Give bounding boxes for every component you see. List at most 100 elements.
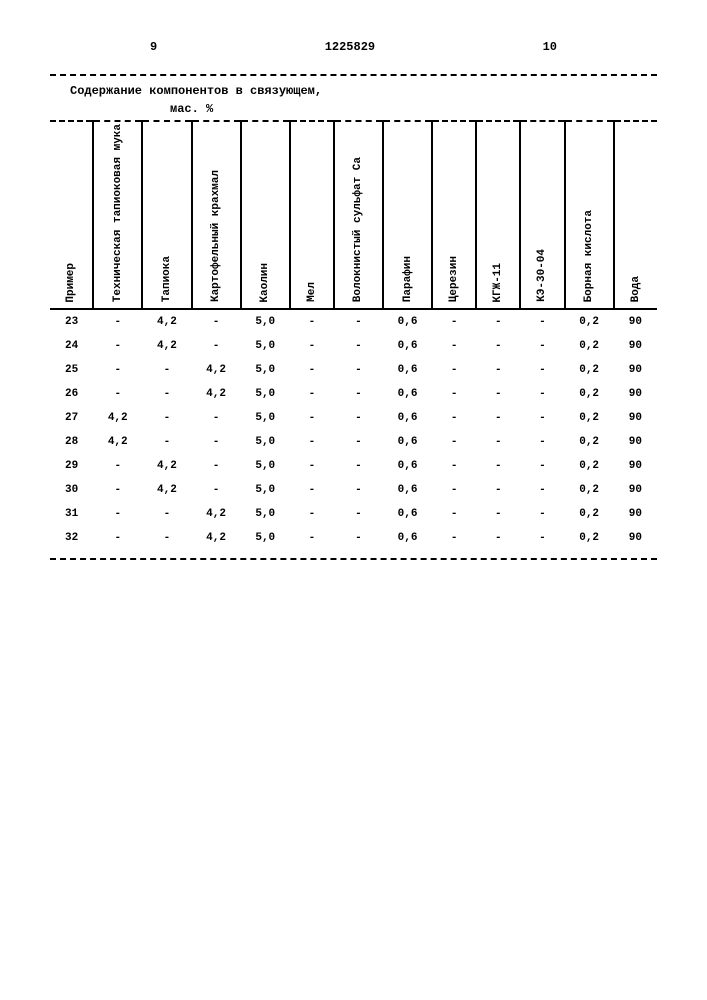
- table-cell: -: [192, 478, 241, 502]
- table-cell: 4,2: [142, 478, 191, 502]
- table-cell: 0,2: [565, 454, 614, 478]
- table-cell: 30: [50, 478, 93, 502]
- table-cell: -: [520, 454, 564, 478]
- table-cell: 5,0: [241, 478, 290, 502]
- table-cell: 0,6: [383, 478, 432, 502]
- table-row: 32--4,25,0--0,6---0,290: [50, 526, 657, 554]
- table-cell: 32: [50, 526, 93, 554]
- table-cell: -: [290, 334, 334, 358]
- table-cell: -: [334, 406, 383, 430]
- table-cell: 5,0: [241, 502, 290, 526]
- table-cell: 4,2: [142, 334, 191, 358]
- table-cell: -: [432, 382, 476, 406]
- table-cell: 90: [614, 454, 657, 478]
- table-cell: -: [93, 502, 142, 526]
- table-cell: 4,2: [192, 502, 241, 526]
- table-cell: -: [476, 454, 520, 478]
- table-cell: -: [334, 334, 383, 358]
- table-cell: -: [142, 406, 191, 430]
- table-cell: -: [192, 430, 241, 454]
- table-cell: 90: [614, 502, 657, 526]
- table-cell: -: [93, 358, 142, 382]
- table-cell: 5,0: [241, 309, 290, 334]
- table-cell: 24: [50, 334, 93, 358]
- table-cell: 4,2: [192, 358, 241, 382]
- table-cell: 0,2: [565, 334, 614, 358]
- table-cell: -: [432, 454, 476, 478]
- col-header-water: Вода: [614, 121, 657, 309]
- table-cell: -: [142, 382, 191, 406]
- table-cell: -: [192, 454, 241, 478]
- table-cell: -: [334, 309, 383, 334]
- table-cell: 0,6: [383, 406, 432, 430]
- table-cell: -: [520, 526, 564, 554]
- table-cell: -: [192, 406, 241, 430]
- table-header-row: Пример Техническая тапиоковая мука Тапио…: [50, 121, 657, 309]
- table-cell: 0,6: [383, 382, 432, 406]
- table-cell: 5,0: [241, 430, 290, 454]
- table-cell: -: [476, 502, 520, 526]
- col-header-boric: Борная кислота: [565, 121, 614, 309]
- document-page: 9 1225829 10 Содержание компонентов в св…: [0, 0, 707, 600]
- table-cell: -: [432, 430, 476, 454]
- table-cell: -: [334, 502, 383, 526]
- table-cell: 0,6: [383, 309, 432, 334]
- table-cell: -: [432, 334, 476, 358]
- table-cell: 90: [614, 526, 657, 554]
- table-cell: 0,2: [565, 309, 614, 334]
- table-cell: 90: [614, 334, 657, 358]
- col-header-paraffin: Парафин: [383, 121, 432, 309]
- table-cell: -: [520, 382, 564, 406]
- table-cell: -: [142, 430, 191, 454]
- table-cell: 5,0: [241, 382, 290, 406]
- table-cell: 0,2: [565, 478, 614, 502]
- table-cell: 5,0: [241, 454, 290, 478]
- table-cell: 0,6: [383, 502, 432, 526]
- table-cell: -: [142, 502, 191, 526]
- table-cell: -: [432, 309, 476, 334]
- table-cell: 0,2: [565, 526, 614, 554]
- table-row: 274,2--5,0--0,6---0,290: [50, 406, 657, 430]
- table-cell: -: [290, 309, 334, 334]
- table-cell: -: [334, 478, 383, 502]
- table-cell: -: [290, 526, 334, 554]
- table-cell: -: [290, 382, 334, 406]
- table-cell: -: [334, 526, 383, 554]
- table-cell: 90: [614, 478, 657, 502]
- table-row: 23-4,2-5,0--0,6---0,290: [50, 309, 657, 334]
- table-cell: 4,2: [192, 382, 241, 406]
- table-cell: 90: [614, 382, 657, 406]
- table-cell: -: [476, 382, 520, 406]
- table-cell: -: [290, 430, 334, 454]
- table-cell: -: [520, 334, 564, 358]
- table-cell: -: [432, 406, 476, 430]
- table-cell: -: [93, 454, 142, 478]
- table-cell: -: [476, 309, 520, 334]
- table-cell: -: [334, 454, 383, 478]
- document-number: 1225829: [325, 40, 375, 54]
- col-header-kgzh: КГЖ-11: [476, 121, 520, 309]
- table-cell: -: [476, 406, 520, 430]
- table-cell: -: [520, 502, 564, 526]
- page-right-number: 10: [543, 40, 557, 54]
- table-cell: 0,2: [565, 358, 614, 382]
- page-left-number: 9: [150, 40, 157, 54]
- table-cell: -: [520, 430, 564, 454]
- col-header-ke: КЭ-30-04: [520, 121, 564, 309]
- col-header-tapioka: Тапиока: [142, 121, 191, 309]
- table-cell: 90: [614, 430, 657, 454]
- col-header-sulfate: Волокнистый сульфат Ca: [334, 121, 383, 309]
- table-cell: 5,0: [241, 334, 290, 358]
- data-table-container: Пример Техническая тапиоковая мука Тапио…: [50, 120, 657, 560]
- table-cell: -: [290, 502, 334, 526]
- table-cell: -: [334, 430, 383, 454]
- table-cell: -: [93, 334, 142, 358]
- page-header: 9 1225829 10: [50, 40, 657, 54]
- col-header-starch: Картофельный крахмал: [192, 121, 241, 309]
- table-cell: 0,6: [383, 358, 432, 382]
- table-cell: 0,6: [383, 430, 432, 454]
- table-cell: -: [93, 382, 142, 406]
- table-cell: 4,2: [93, 430, 142, 454]
- table-cell: -: [93, 478, 142, 502]
- table-cell: -: [432, 526, 476, 554]
